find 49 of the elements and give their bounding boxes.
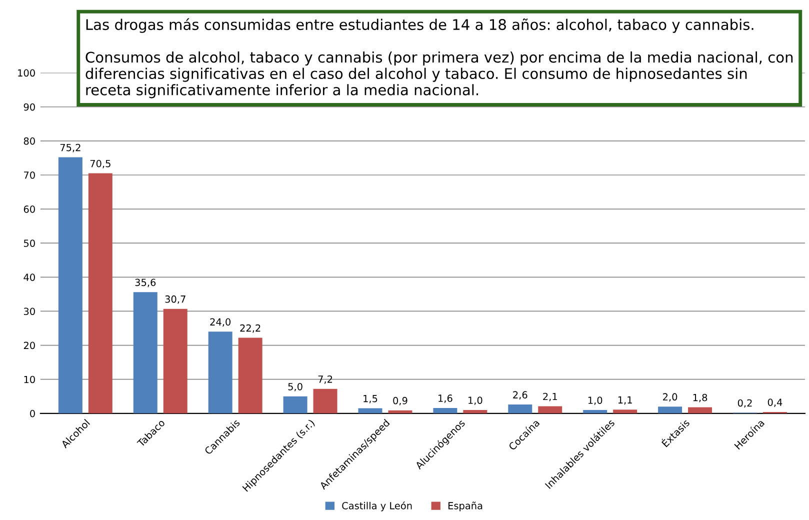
data-label: 1,8 — [693, 394, 708, 402]
y-tick-label: 0 — [30, 410, 35, 418]
data-label: 5,0 — [288, 382, 302, 392]
bar — [613, 410, 638, 414]
bar — [283, 396, 308, 414]
bar — [658, 406, 682, 414]
y-tick-label: 100 — [18, 69, 35, 77]
y-tick-label: 60 — [24, 206, 35, 213]
data-label: 7,2 — [318, 375, 332, 384]
annotation: Consumos de alcohol, tabaco y cannabis (por primera vez) por encima de la media nacional, con diferencias significativas en el caso del alcohol y tabaco. El consumo de hipnosedantes sin receta significativamente inferior a la media nacional. — [86, 51, 793, 98]
data-label: 1,0 — [468, 396, 482, 405]
bar — [688, 407, 712, 414]
legend-label: Castilla y León — [342, 501, 412, 512]
bar — [163, 308, 188, 414]
data-label: 0,4 — [768, 398, 782, 407]
data-label: 1,6 — [438, 394, 452, 403]
bar — [133, 292, 158, 414]
text: Las drogas más consumidas entre estudiantes de 14 a 18 años: alcohol, tabaco y cannabis. — [86, 18, 754, 33]
bar — [538, 406, 562, 414]
legend-label: España — [448, 502, 482, 512]
data-label: 0,9 — [393, 396, 408, 406]
data-label: 70,5 — [90, 160, 110, 168]
data-label: 30,7 — [165, 295, 186, 304]
y-tick-label: 10 — [24, 376, 35, 384]
y-tick-label: 50 — [24, 240, 35, 247]
y-tick-label: 20 — [24, 342, 35, 350]
data-label: 1,0 — [588, 396, 602, 405]
y-tick-label: 80 — [24, 137, 35, 145]
data-label: 1,5 — [364, 395, 378, 404]
y-tick-label: 40 — [24, 274, 35, 281]
bar — [58, 157, 82, 414]
data-label: 0,2 — [738, 399, 752, 408]
bar — [508, 404, 532, 414]
bar — [208, 332, 232, 414]
data-label: 75,2 — [60, 144, 80, 152]
data-label: 22,2 — [240, 324, 260, 333]
data-label: 35,6 — [135, 278, 156, 288]
data-label: 1,1 — [618, 396, 632, 405]
y-tick-label: 90 — [24, 103, 35, 111]
bar — [313, 388, 338, 414]
bar — [238, 338, 262, 414]
y-tick-label: 30 — [24, 308, 35, 316]
bar — [88, 173, 112, 414]
data-label: 2,0 — [663, 393, 678, 402]
bar — [433, 408, 458, 414]
data-label: 2,1 — [543, 392, 557, 402]
data-label: 2,6 — [513, 391, 528, 400]
data-label: 24,0 — [210, 318, 231, 327]
y-tick-label: 70 — [24, 171, 35, 179]
